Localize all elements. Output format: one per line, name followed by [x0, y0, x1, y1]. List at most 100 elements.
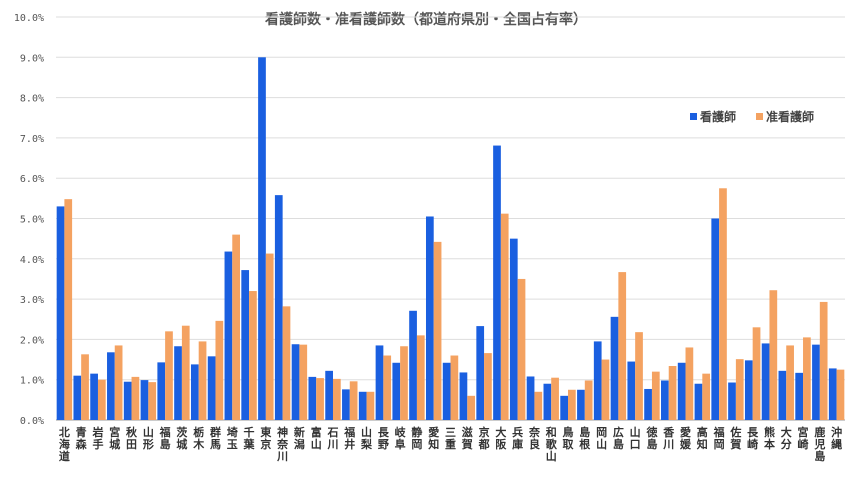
bar-assistant-nurse: [702, 373, 711, 420]
y-tick-label: 0.0%: [20, 416, 44, 427]
bar-assistant-nurse: [232, 234, 240, 420]
bar-nurse: [90, 373, 98, 420]
bar-nurse: [526, 376, 535, 420]
x-tick-label: 鳥取: [563, 425, 574, 451]
bar-assistant-nurse: [148, 382, 157, 420]
x-tick-label: 山口: [630, 425, 641, 451]
y-tick-label: 7.0%: [20, 134, 44, 145]
bars-group: [56, 57, 845, 421]
bar-assistant-nurse: [114, 345, 123, 420]
bar-nurse: [778, 370, 787, 420]
x-tick-label: 山形: [143, 425, 154, 451]
bar-nurse: [258, 57, 266, 421]
bar-assistant-nurse: [215, 320, 224, 420]
x-tick-label: 茨城: [176, 425, 187, 451]
bar-nurse: [190, 364, 199, 420]
x-tick-label: 宮崎: [798, 425, 809, 451]
x-tick-label: 岩手: [91, 425, 103, 451]
bar-nurse: [459, 372, 468, 420]
x-tick-label: 京都: [478, 425, 490, 451]
legend-swatch-nurse: [690, 113, 697, 120]
bar-assistant-nurse: [349, 381, 358, 420]
x-tick-label: 大阪: [495, 425, 507, 451]
x-tick-label: 山梨: [360, 425, 373, 451]
x-tick-label: 島根: [579, 425, 591, 451]
bar-nurse: [476, 326, 485, 420]
x-tick-label: 新潟: [294, 425, 305, 451]
x-tick-label: 愛知: [427, 425, 439, 451]
bar-nurse: [325, 370, 333, 420]
x-tick-label: 高知: [696, 425, 708, 451]
x-tick-label: 北海道: [59, 425, 70, 463]
bar-nurse: [744, 360, 753, 420]
bar-assistant-nurse: [282, 306, 291, 420]
bar-assistant-nurse: [198, 341, 207, 420]
x-tick-label: 和歌山: [546, 425, 558, 463]
bar-nurse: [761, 343, 770, 420]
legend-label-assistant-nurse: 准看護師: [766, 109, 814, 124]
bar-assistant-nurse: [433, 241, 442, 420]
y-tick-label: 2.0%: [20, 335, 44, 346]
bar-assistant-nurse: [819, 301, 828, 420]
bar-nurse: [577, 389, 585, 420]
y-tick-label: 4.0%: [20, 255, 44, 266]
bar-assistant-nurse: [450, 355, 459, 420]
x-tick-label: 三重: [445, 426, 456, 451]
y-tick-label: 8.0%: [20, 94, 44, 105]
bar-nurse: [123, 381, 132, 420]
bar-assistant-nurse: [685, 347, 694, 420]
x-tick-label: 神奈川: [276, 425, 289, 463]
bar-nurse: [56, 206, 65, 420]
bar-assistant-nurse: [551, 377, 559, 420]
bar-assistant-nurse: [769, 290, 778, 420]
bar-assistant-nurse: [651, 371, 660, 420]
bar-nurse: [73, 375, 82, 420]
bar-nurse: [795, 372, 804, 420]
bar-assistant-nurse: [81, 354, 89, 420]
bar-assistant-nurse: [181, 325, 190, 420]
bar-assistant-nurse: [735, 359, 744, 420]
bar-nurse: [711, 218, 720, 420]
bar-assistant-nurse: [500, 213, 509, 420]
bar-nurse: [157, 362, 166, 420]
bar-nurse: [661, 380, 669, 420]
x-tick-label: 佐賀: [729, 425, 741, 451]
x-tick-label: 千葉: [243, 425, 256, 451]
y-tick-label: 1.0%: [20, 376, 44, 387]
bar-nurse: [644, 388, 652, 420]
bar-nurse: [392, 362, 401, 420]
x-tick-label: 沖縄: [831, 425, 842, 451]
bar-assistant-nurse: [484, 353, 492, 420]
x-tick-label: 埼玉: [227, 425, 238, 451]
bar-nurse: [610, 316, 619, 420]
bar-assistant-nurse: [584, 380, 593, 420]
bar-nurse: [207, 356, 216, 420]
bar-nurse: [107, 352, 115, 420]
bar-nurse: [812, 344, 820, 420]
bar-assistant-nurse: [517, 278, 526, 420]
x-tick-label: 青森: [76, 425, 88, 451]
bar-assistant-nurse: [803, 337, 811, 420]
bar-nurse: [358, 391, 367, 420]
bar-nurse: [560, 395, 569, 420]
x-tick-label: 東京: [260, 425, 272, 451]
bar-nurse: [442, 362, 451, 420]
x-tick-label: 秋田: [126, 425, 138, 451]
bar-assistant-nurse: [400, 346, 408, 420]
x-axis-ticks: 北海道青森岩手宮城秋田山形福島茨城栃木群馬埼玉千葉東京神奈川新潟富山石川福井山梨…: [59, 425, 842, 463]
y-axis-ticks: 0.0% 1.0% 2.0% 3.0% 4.0% 5.0% 6.0% 7.0% 8.0% 9.0%…: [14, 13, 44, 427]
chart-title: 看護師数・准看護師数（都道府県別・全国占有率）: [264, 11, 587, 28]
bar-assistant-nurse: [568, 389, 576, 420]
bar-nurse: [728, 382, 736, 420]
bar-assistant-nurse: [383, 355, 392, 420]
bar-assistant-nurse: [249, 291, 257, 420]
bar-nurse: [375, 345, 384, 420]
bar-assistant-nurse: [668, 366, 677, 420]
bar-nurse: [493, 145, 501, 420]
legend-swatch-assistant-nurse: [756, 113, 763, 120]
x-tick-label: 群馬: [209, 425, 221, 451]
bar-nurse: [593, 341, 602, 420]
bar-assistant-nurse: [601, 359, 610, 420]
bar-assistant-nurse: [64, 199, 73, 420]
